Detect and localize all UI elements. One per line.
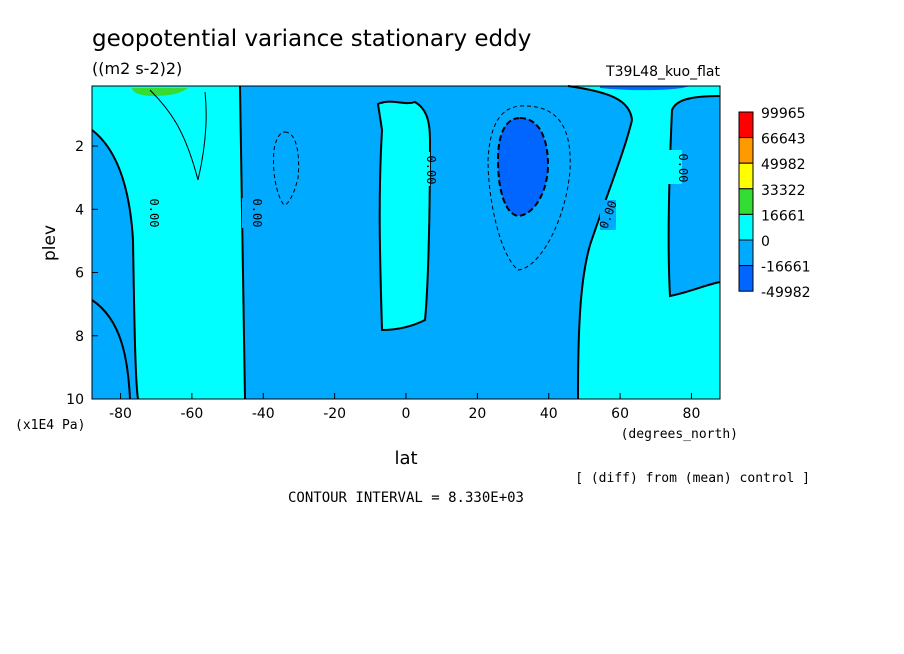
legend-swatch [738,137,754,164]
plot-area: 0.00 0.00 0.00 0.00 0.00 [91,85,721,400]
legend-level-label: -16661 [761,260,811,276]
region-positive-cap-south [132,88,188,96]
x-tick-label: 20 [468,406,486,422]
legend-level-label: 66643 [761,132,806,148]
contour-label: 0.00 [147,199,161,228]
region-positive-south [92,86,245,399]
color-legend: 99965 66643 49982 33322 16661 0 -16661 -49982 [738,106,811,301]
region-positive-north [568,86,720,399]
x-axis-label: lat [394,448,417,469]
legend-swatch [738,265,754,292]
region-cap-north [600,86,690,91]
negative-contours [273,105,571,271]
contour-label: 0.00 [250,199,264,228]
y-tick-label: 2 [75,139,84,155]
x-tick-label: -20 [323,406,346,422]
positive-contours [149,89,207,181]
legend-level-label: 49982 [761,157,806,173]
x-tick-label: -80 [109,406,132,422]
x-axis: -80 -60 -40 -20 0 20 40 60 80 [109,393,700,422]
contour-interval: CONTOUR INTERVAL = 8.330E+03 [288,490,524,506]
x-tick-label: 80 [683,406,701,422]
region-negative-south-polar [92,130,138,399]
x-tick-label: 40 [540,406,558,422]
contour-label-group: 0.00 0.00 0.00 0.00 0.00 [139,150,690,231]
legend-swatch [738,239,754,267]
y-axis-units: (x1E4 Pa) [15,418,85,433]
y-tick-label: 6 [75,266,84,282]
region-strong-negative-core [498,118,548,216]
region-positive-equatorial [378,101,430,330]
x-tick-label: -40 [252,406,275,422]
contour-label: 0.00 [676,154,690,183]
legend-level-label: 0 [761,234,770,250]
diff-note: [ (diff) from (mean) control ] [575,471,810,486]
legend-level-label: -49982 [761,285,811,301]
x-tick-label: 0 [402,406,411,422]
experiment-label: T39L48_kuo_flat [605,64,720,80]
y-tick-label: 10 [66,392,84,408]
chart-title: geopotential variance stationary eddy [92,26,531,52]
y-tick-label: 4 [75,202,84,218]
y-axis: 2 4 6 8 10 [66,139,98,408]
x-tick-label: -60 [180,406,203,422]
y-tick-label: 8 [75,329,84,345]
legend-swatch [738,162,754,190]
legend-swatch [738,188,754,215]
y-axis-label: plev [40,225,60,261]
strong-core-contour [496,116,550,218]
x-tick-label: 60 [611,406,629,422]
legend-level-label: 33322 [761,183,806,199]
legend-level-label: 16661 [761,208,806,224]
legend-swatch [738,111,754,139]
legend-swatch [738,213,754,241]
legend-level-label: 99965 [761,106,806,122]
contour-label: 0.00 [424,156,438,185]
chart-units: ((m2 s-2)2) [92,59,182,78]
x-axis-units: (degrees_north) [621,427,738,442]
